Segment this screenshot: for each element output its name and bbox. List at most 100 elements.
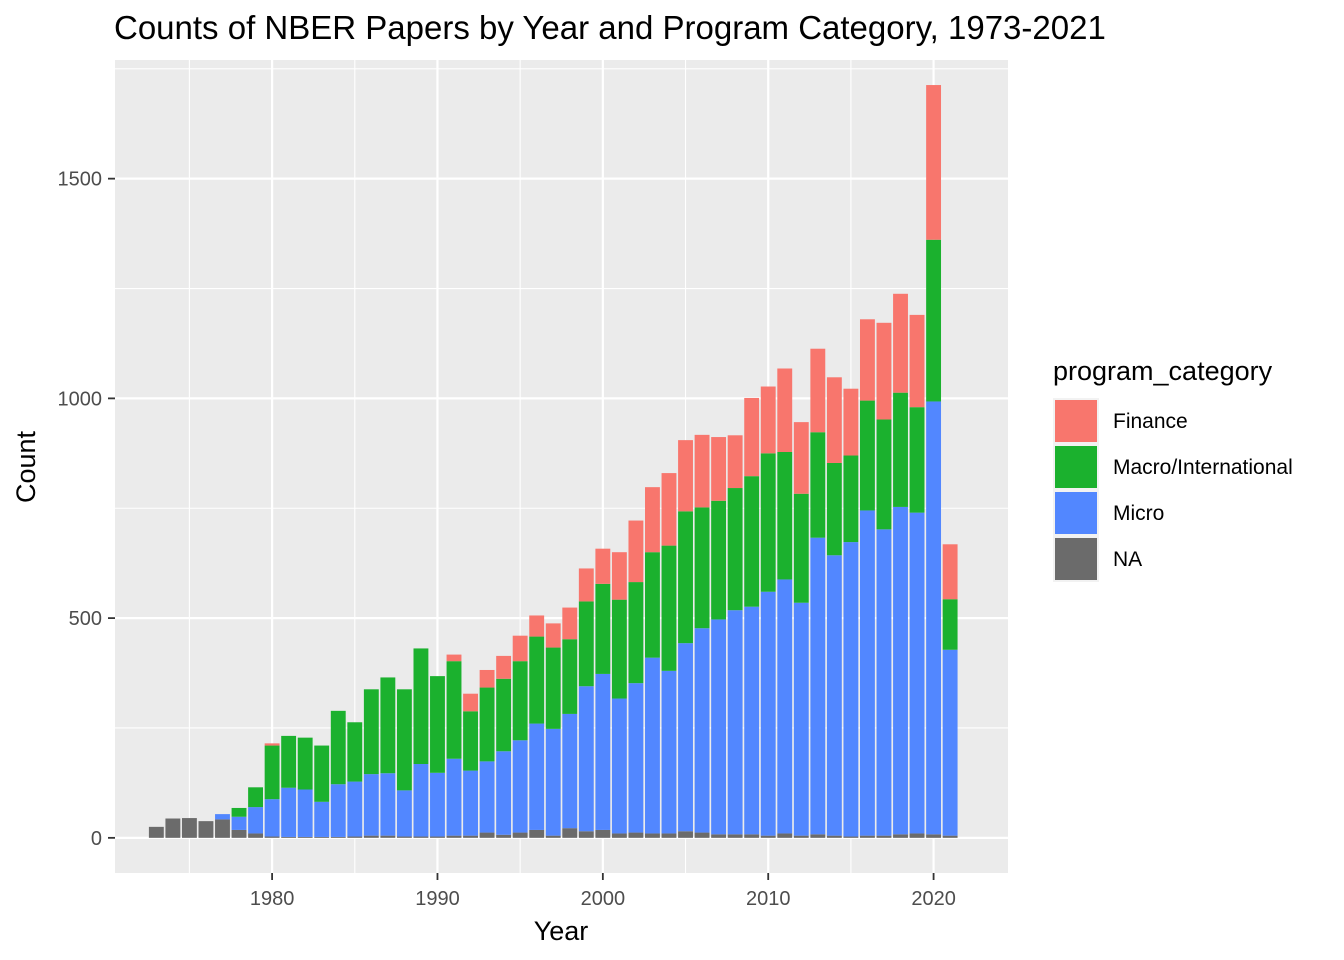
bar-2001-na [611, 833, 627, 838]
bar-2002-na [628, 832, 644, 838]
bar-1995-micro [512, 740, 528, 833]
bar-2020-finance [926, 85, 942, 240]
bar-1985-na [347, 836, 363, 838]
bar-1991-na [446, 835, 462, 838]
y-axis: 0 500 1000 1500 [58, 169, 115, 850]
bars [148, 85, 958, 838]
bar-2006-macro-international [694, 507, 710, 629]
bar-2012-macro-international [793, 493, 809, 603]
bar-1992-na [463, 835, 478, 838]
x-tick-label: 1990 [415, 888, 460, 910]
bar-2010-micro [760, 591, 776, 836]
bar-2021-micro [942, 649, 958, 836]
bar-1975-na [181, 818, 197, 838]
legend-title: program_category [1053, 356, 1273, 386]
bar-1988-na [396, 836, 412, 838]
bar-2013-finance [810, 348, 826, 433]
bar-2012-micro [793, 602, 809, 836]
bar-2014-na [826, 835, 842, 838]
bar-2006-micro [694, 628, 710, 833]
bar-1998-na [562, 828, 578, 838]
bar-2009-macro-international [744, 476, 760, 607]
bar-2008-macro-international [727, 488, 743, 611]
legend-swatch [1055, 492, 1097, 534]
bar-1982-micro [297, 789, 313, 837]
bar-2009-finance [744, 397, 760, 477]
bar-1994-finance [496, 655, 512, 679]
bar-2015-micro [843, 542, 859, 837]
bar-1997-micro [545, 728, 561, 836]
bar-2019-micro [909, 512, 925, 834]
plot-panel [115, 60, 1008, 873]
bar-1984-micro [330, 784, 346, 837]
bar-1986-na [363, 835, 379, 838]
bar-2005-micro [678, 643, 693, 832]
bar-2009-na [744, 834, 760, 838]
bar-2019-macro-international [909, 407, 925, 513]
x-tick-label: 2010 [746, 888, 791, 910]
bar-1999-micro [578, 686, 594, 832]
bar-2004-finance [661, 473, 677, 546]
minor-gridlines [115, 60, 1008, 873]
bar-1977-micro [215, 814, 230, 820]
bar-1992-micro [463, 770, 478, 836]
bar-1982-na [297, 836, 313, 838]
bar-2017-micro [876, 529, 892, 836]
bar-1997-finance [545, 623, 561, 648]
bar-2021-na [942, 835, 958, 838]
bar-2021-macro-international [942, 599, 958, 650]
bar-1996-na [529, 829, 545, 838]
bar-1980-na [264, 836, 280, 838]
bar-2013-micro [810, 537, 826, 835]
x-tick-label: 2000 [581, 888, 626, 910]
bar-2018-na [893, 834, 908, 838]
bar-1978-micro [231, 816, 247, 830]
bar-1981-micro [281, 787, 297, 837]
bar-2002-micro [628, 683, 644, 833]
bar-1993-na [479, 832, 495, 838]
bar-1984-na [330, 836, 346, 838]
bar-1989-na [413, 836, 429, 838]
bar-2001-finance [611, 552, 627, 600]
legend-label: NA [1113, 548, 1142, 571]
bar-1989-micro [413, 764, 429, 837]
x-axis: 1980 1990 2000 2010 2020 [250, 873, 956, 910]
bar-1982-macro-international [297, 737, 313, 790]
bar-1991-finance [446, 654, 462, 662]
bar-1978-na [231, 829, 247, 838]
bar-2010-macro-international [760, 453, 776, 592]
bar-2011-micro [777, 579, 793, 834]
bar-2004-macro-international [661, 545, 677, 671]
bar-2005-macro-international [678, 511, 693, 644]
bar-1976-na [198, 821, 214, 838]
bar-2015-na [843, 836, 859, 838]
bar-1991-micro [446, 758, 462, 836]
bar-2017-finance [876, 322, 892, 420]
legend: program_category Finance Macro/Internatio… [1053, 356, 1293, 582]
bar-2008-finance [727, 435, 743, 489]
bar-1994-na [496, 834, 512, 838]
bar-1986-micro [363, 774, 379, 836]
bar-2008-micro [727, 610, 743, 835]
bar-2015-finance [843, 388, 859, 456]
bar-1978-macro-international [231, 807, 247, 817]
bar-1996-micro [529, 723, 545, 830]
bar-2021-finance [942, 544, 958, 600]
bar-2011-na [777, 833, 793, 838]
legend-swatch [1055, 538, 1097, 580]
bar-1999-na [578, 831, 594, 838]
bar-1979-macro-international [248, 787, 264, 808]
bar-2003-macro-international [645, 552, 660, 658]
bar-2010-finance [760, 386, 776, 454]
bar-1990-macro-international [430, 676, 445, 773]
bar-2018-micro [893, 506, 908, 835]
bar-1994-micro [496, 751, 512, 835]
bar-2003-finance [645, 487, 660, 553]
y-tick-label: 1500 [58, 169, 103, 191]
bar-1998-macro-international [562, 639, 578, 714]
bar-1977-na [215, 819, 230, 838]
y-tick-label: 0 [91, 828, 102, 850]
bar-2006-finance [694, 434, 710, 508]
bar-2014-macro-international [826, 462, 842, 556]
